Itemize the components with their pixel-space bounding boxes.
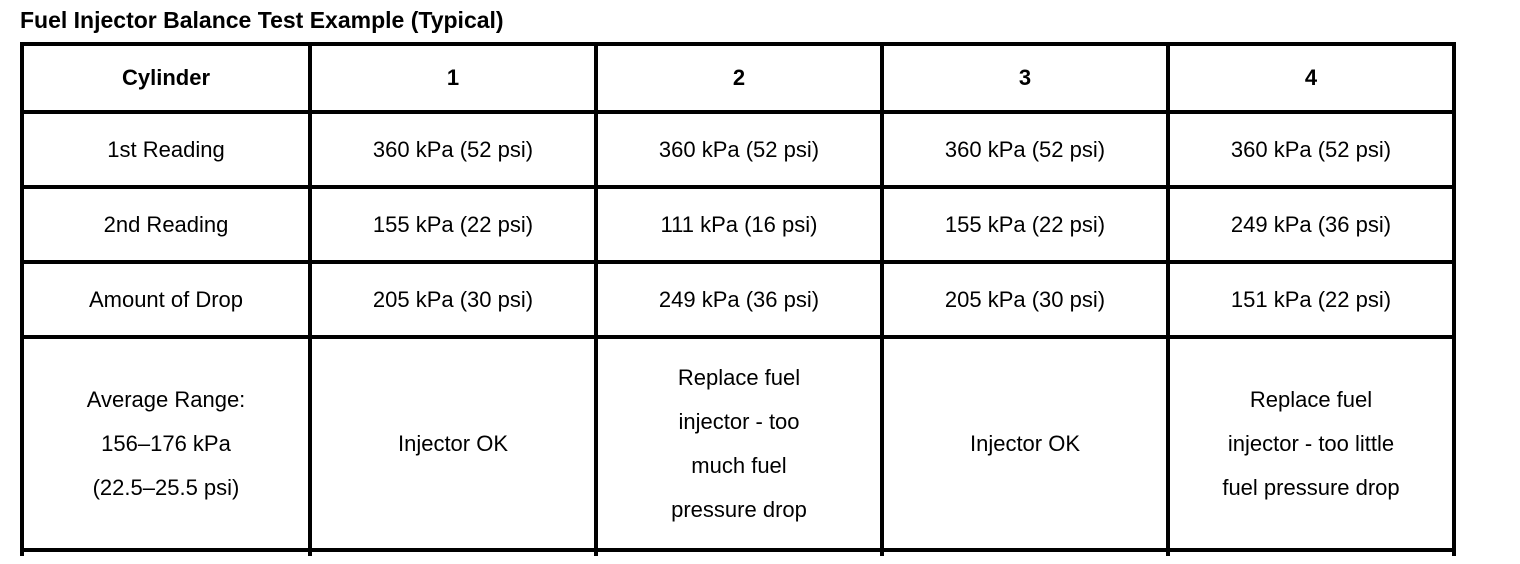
table-row-amount-of-drop: Amount of Drop 205 kPa (30 psi) 249 kPa … xyxy=(20,260,1456,339)
cell-2nd-reading-cyl4: 249 kPa (36 psi) xyxy=(1166,185,1456,264)
column-header-1: 1 xyxy=(308,42,598,114)
cell-1st-reading-cyl1: 360 kPa (52 psi) xyxy=(308,110,598,189)
table-row-1st-reading: 1st Reading 360 kPa (52 psi) 360 kPa (52… xyxy=(20,110,1456,189)
column-header-4: 4 xyxy=(1166,42,1456,114)
cell-verdict-cyl1: Injector OK xyxy=(308,335,598,552)
cell-drop-cyl3: 205 kPa (30 psi) xyxy=(880,260,1170,339)
cell-drop-cyl4: 151 kPa (22 psi) xyxy=(1166,260,1456,339)
column-header-cylinder: Cylinder xyxy=(20,42,312,114)
cutoff-cell xyxy=(20,548,312,556)
cell-2nd-reading-cyl2: 111 kPa (16 psi) xyxy=(594,185,884,264)
cell-1st-reading-cyl3: 360 kPa (52 psi) xyxy=(880,110,1170,189)
cell-verdict-cyl3: Injector OK xyxy=(880,335,1170,552)
fuel-injector-balance-table: Cylinder 1 2 3 4 1st Reading 360 kPa (52… xyxy=(20,42,1456,556)
cell-1st-reading-cyl4: 360 kPa (52 psi) xyxy=(1166,110,1456,189)
cell-drop-cyl1: 205 kPa (30 psi) xyxy=(308,260,598,339)
table-row-2nd-reading: 2nd Reading 155 kPa (22 psi) 111 kPa (16… xyxy=(20,185,1456,264)
cutoff-cell xyxy=(594,548,884,556)
column-header-2: 2 xyxy=(594,42,884,114)
row-label-1st-reading: 1st Reading xyxy=(20,110,312,189)
cell-verdict-cyl4: Replace fuel injector - too little fuel … xyxy=(1166,335,1456,552)
cutoff-cell xyxy=(308,548,598,556)
table-header-row: Cylinder 1 2 3 4 xyxy=(20,42,1456,114)
cell-drop-cyl2: 249 kPa (36 psi) xyxy=(594,260,884,339)
row-label-amount-of-drop: Amount of Drop xyxy=(20,260,312,339)
row-label-2nd-reading: 2nd Reading xyxy=(20,185,312,264)
cell-1st-reading-cyl2: 360 kPa (52 psi) xyxy=(594,110,884,189)
cell-verdict-cyl2: Replace fuel injector - too much fuel pr… xyxy=(594,335,884,552)
page-title: Fuel Injector Balance Test Example (Typi… xyxy=(20,7,504,33)
cell-2nd-reading-cyl1: 155 kPa (22 psi) xyxy=(308,185,598,264)
cell-2nd-reading-cyl3: 155 kPa (22 psi) xyxy=(880,185,1170,264)
table-row-cutoff xyxy=(20,548,1456,556)
cutoff-cell xyxy=(880,548,1170,556)
row-label-average-range: Average Range: 156–176 kPa (22.5–25.5 ps… xyxy=(20,335,312,552)
cutoff-cell xyxy=(1166,548,1456,556)
table-row-average-range: Average Range: 156–176 kPa (22.5–25.5 ps… xyxy=(20,335,1456,552)
column-header-3: 3 xyxy=(880,42,1170,114)
